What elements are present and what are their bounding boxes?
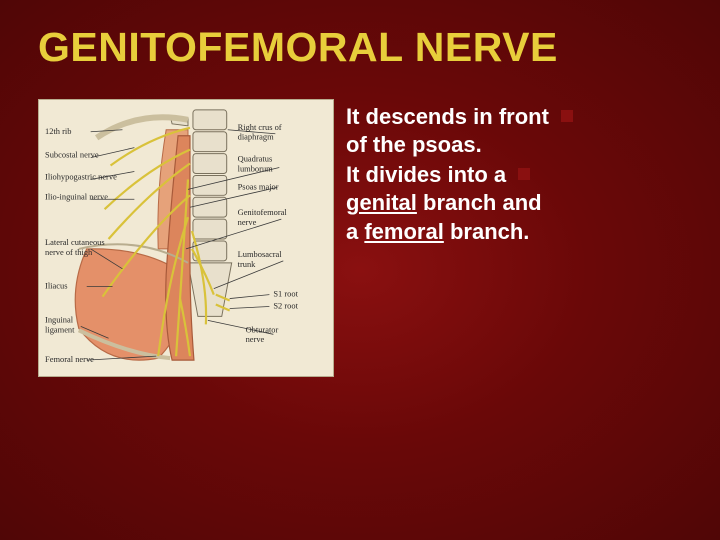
p2-line1: It divides into a bbox=[346, 162, 506, 187]
p2-a-prefix: a bbox=[346, 219, 364, 244]
label-femoral: Femoral nerve bbox=[45, 354, 94, 364]
label-crus-1: Right crus of bbox=[238, 122, 282, 132]
svg-text:Quadratuslumborum: Quadratuslumborum bbox=[238, 154, 274, 174]
bullet-1: It descends in front of the psoas. bbox=[346, 103, 573, 159]
label-ls-2: trunk bbox=[238, 259, 257, 269]
label-iliacus: Iliacus bbox=[45, 281, 67, 291]
bullet-icon bbox=[561, 110, 573, 122]
label-rib: 12th rib bbox=[45, 126, 71, 136]
label-latcut-2: nerve of thigh bbox=[45, 247, 93, 257]
slide-title: GENITOFEMORAL NERVE bbox=[38, 24, 682, 71]
anatomy-figure: 12th rib Subcostal nerve Iliohypogastric… bbox=[38, 99, 334, 377]
label-s2: S2 root bbox=[273, 300, 298, 310]
p1-line2: of the psoas. bbox=[346, 132, 482, 157]
p1-line1: It descends in front bbox=[346, 104, 549, 129]
p2-femoral: femoral bbox=[364, 219, 443, 244]
anatomy-svg: 12th rib Subcostal nerve Iliohypogastric… bbox=[39, 100, 333, 376]
label-obt-1: Obturator bbox=[246, 324, 279, 334]
label-iliohyp: Iliohypogastric nerve bbox=[45, 171, 117, 181]
bullet-2: It divides into a genital branch and a f… bbox=[346, 161, 573, 245]
label-latcut-1: Lateral cutaneous bbox=[45, 237, 105, 247]
label-crus-2: diaphragm bbox=[238, 132, 274, 142]
label-inguinal-2: ligament bbox=[45, 324, 75, 334]
slide: GENITOFEMORAL NERVE bbox=[0, 0, 720, 540]
p2-mid: branch and bbox=[417, 190, 542, 215]
label-inguinal-1: Inguinal bbox=[45, 314, 74, 324]
label-subcostal: Subcostal nerve bbox=[45, 150, 99, 160]
bullet-icon bbox=[518, 168, 530, 180]
label-ilioing: Ilio-inguinal nerve bbox=[45, 191, 108, 201]
p2-suffix: branch. bbox=[444, 219, 530, 244]
content-row: 12th rib Subcostal nerve Iliohypogastric… bbox=[38, 99, 682, 377]
label-gfn-2: nerve bbox=[238, 217, 257, 227]
text-block: It descends in front of the psoas. It di… bbox=[346, 99, 573, 377]
label-quad-1: Quadratus bbox=[238, 154, 273, 164]
svg-text:Inguinalligament: Inguinalligament bbox=[45, 314, 75, 334]
label-ls-1: Lumbosacral bbox=[238, 249, 283, 259]
label-s1: S1 root bbox=[273, 289, 298, 299]
label-obt-2: nerve bbox=[246, 334, 265, 344]
label-psoas: Psoas major bbox=[238, 181, 279, 191]
label-quad-2: lumborum bbox=[238, 163, 274, 173]
label-gfn-1: Genitofemoral bbox=[238, 207, 288, 217]
p2-genital: genital bbox=[346, 190, 417, 215]
